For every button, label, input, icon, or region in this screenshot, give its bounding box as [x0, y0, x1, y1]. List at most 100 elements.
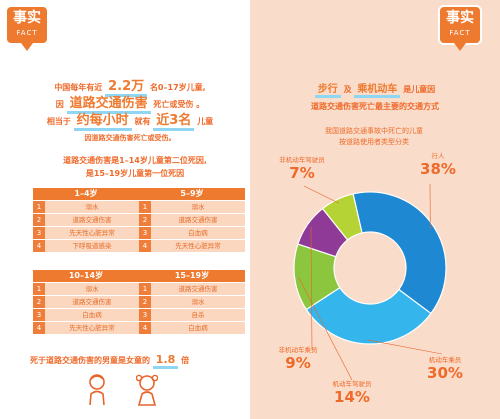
- cause-name: 自杀: [151, 309, 245, 321]
- fact-badge-left: 事实 FACT: [5, 5, 49, 51]
- intro-line-4: 因道路交通伤害死亡或受伤。: [84, 134, 176, 142]
- cause-row: 4 先天性心脏异常: [139, 240, 245, 252]
- rank-number: 3: [139, 227, 151, 239]
- cause-name: 道路交通伤害: [151, 214, 245, 226]
- cause-row: 3 自杀: [139, 309, 245, 321]
- cause-name: 溺水: [151, 296, 245, 308]
- gender-ratio-note: 死于道路交通伤害的男童是女童的 1.8 倍: [30, 353, 250, 369]
- age-group-10-14: 10–14岁 1 溺水 2 道路交通伤害 3 白血病 4 先天性心脏异常: [33, 270, 139, 334]
- cause-row: 3 白血病: [33, 309, 139, 321]
- fact-badge-title: 事实: [13, 10, 41, 26]
- chart-subtitle-line-2: 按道路使用者类型分类: [339, 138, 409, 146]
- headline-text: 是儿童因: [403, 85, 436, 94]
- three-children-highlight: 近3名: [153, 114, 195, 131]
- rank-number: 2: [139, 214, 151, 226]
- rank-number: 3: [33, 227, 45, 239]
- cause-row: 2 道路交通伤害: [33, 296, 139, 308]
- fact-badge-right: 事实 FACT: [438, 5, 482, 51]
- pie-label-pedestrian: 行人 38%: [408, 152, 468, 178]
- intro-text: 就有: [134, 117, 151, 126]
- intro-statement: 中国每年有近 2.2万 名0–17岁儿童, 因 道路交通伤害 死亡或受伤 。 相…: [20, 80, 240, 145]
- headline-text: 及: [343, 85, 352, 94]
- intro-text: 中国每年有近: [54, 83, 103, 92]
- fact-badge-subtitle: FACT: [16, 29, 38, 37]
- age-group-title: 1–4岁: [33, 188, 139, 200]
- pie-headline-line-2: 道路交通伤害死亡最主要的交通方式: [311, 102, 439, 111]
- chart-subtitle-line-1: 我国道路交通事故中死亡的儿童: [325, 127, 423, 135]
- cause-row: 4 白血病: [139, 322, 245, 334]
- fact-badge-subtitle: FACT: [449, 29, 471, 37]
- cause-name: 白血病: [151, 227, 245, 239]
- rank-number: 1: [33, 201, 45, 213]
- pie-label-motor-driver: 机动车驾驶员 14%: [320, 380, 384, 406]
- cause-row: 1 溺水: [33, 201, 139, 213]
- pie-label-value: 9%: [285, 354, 311, 372]
- intro-text: 相当于: [46, 117, 71, 126]
- rank-number: 4: [139, 240, 151, 252]
- cause-name: 下呼吸道感染: [45, 240, 139, 252]
- intro-line-2: 因 道路交通伤害 死亡或受伤 。: [20, 97, 240, 114]
- cause-row: 4 先天性心脏异常: [33, 322, 139, 334]
- cause-name: 白血病: [151, 322, 245, 334]
- intro-text: 儿童: [197, 117, 214, 126]
- pie-label-motor-passenger: 机动车乘员 30%: [412, 356, 478, 382]
- age-group-15-19: 15–19岁 1 道路交通伤害 2 溺水 3 自杀 4 白血病: [139, 270, 245, 334]
- pie-label-value: 14%: [334, 388, 370, 406]
- subhead-line-2: 是15–19岁儿童第一位死因: [85, 169, 185, 178]
- intro-line-1: 中国每年有近 2.2万 名0–17岁儿童,: [20, 80, 240, 97]
- pie-label-value: 30%: [427, 364, 463, 382]
- gender-note-unit: 倍: [181, 356, 190, 365]
- cause-name: 先天性心脏异常: [45, 322, 139, 334]
- pie-label-value: 38%: [420, 160, 456, 178]
- pie-label-name: 机动车乘员: [428, 356, 462, 364]
- gender-ratio-value: 1.8: [152, 353, 179, 369]
- rank-number: 1: [139, 201, 151, 213]
- pie-label-nonmotor-driver: 非机动车驾驶员 7%: [268, 156, 336, 182]
- rank-number: 4: [33, 240, 45, 252]
- rank-number: 1: [139, 283, 151, 295]
- intro-text: 因: [55, 100, 64, 109]
- pie-label-name: 机动车驾驶员: [332, 380, 372, 388]
- intro-line-3: 相当于 约每小时 就有 近3名 儿童: [20, 114, 240, 131]
- cause-name: 溺水: [45, 283, 139, 295]
- pie-label-name: 非机动车驾驶员: [279, 156, 325, 164]
- cause-name: 先天性心脏异常: [151, 240, 245, 252]
- pie-label-nonmotor-passenger: 非机动车乘员 9%: [266, 346, 330, 372]
- death-cause-subhead: 道路交通伤害是1–14岁儿童第二位死因, 是15–19岁儿童第一位死因: [30, 154, 240, 180]
- rank-number: 1: [33, 283, 45, 295]
- cause-name: 道路交通伤害: [45, 296, 139, 308]
- age-group-title: 5–9岁: [139, 188, 245, 200]
- rank-number: 2: [139, 296, 151, 308]
- cause-row: 1 溺水: [139, 201, 245, 213]
- pie-label-name: 行人: [431, 152, 445, 160]
- cause-row: 2 道路交通伤害: [33, 214, 139, 226]
- cause-row: 2 溺水: [139, 296, 245, 308]
- fact-badge-title: 事实: [446, 10, 474, 26]
- pie-label-name: 非机动车乘员: [278, 346, 318, 354]
- cause-row: 3 先天性心脏异常: [33, 227, 139, 239]
- cause-row: 1 溺水: [33, 283, 139, 295]
- rank-number: 4: [33, 322, 45, 334]
- cause-row: 4 下呼吸道感染: [33, 240, 139, 252]
- intro-text: 名0–17岁儿童,: [149, 83, 206, 92]
- boy-icon: [89, 374, 105, 406]
- cause-row: 3 白血病: [139, 227, 245, 239]
- cause-row: 2 道路交通伤害: [139, 214, 245, 226]
- cause-name: 道路交通伤害: [45, 214, 139, 226]
- age-group-1-4: 1–4岁 1 溺水 2 道路交通伤害 3 先天性心脏异常 4 下呼吸道感染: [33, 188, 139, 252]
- intro-text: 死亡或受伤 。: [153, 100, 205, 109]
- cause-row: 1 道路交通伤害: [139, 283, 245, 295]
- rank-number: 3: [139, 309, 151, 321]
- cause-name: 溺水: [45, 201, 139, 213]
- rank-number: 3: [33, 309, 45, 321]
- rank-number: 2: [33, 296, 45, 308]
- cause-name: 先天性心脏异常: [45, 227, 139, 239]
- girl-icon: [136, 374, 158, 406]
- age-group-title: 10–14岁: [33, 270, 139, 282]
- speech-tail-icon: [454, 43, 466, 51]
- road-injury-highlight: 道路交通伤害: [66, 97, 151, 114]
- chart-subtitle: 我国道路交通事故中死亡的儿童 按道路使用者类型分类: [286, 126, 462, 148]
- cause-name: 道路交通伤害: [151, 283, 245, 295]
- per-hour-highlight: 约每小时: [73, 114, 132, 131]
- rank-number: 2: [33, 214, 45, 226]
